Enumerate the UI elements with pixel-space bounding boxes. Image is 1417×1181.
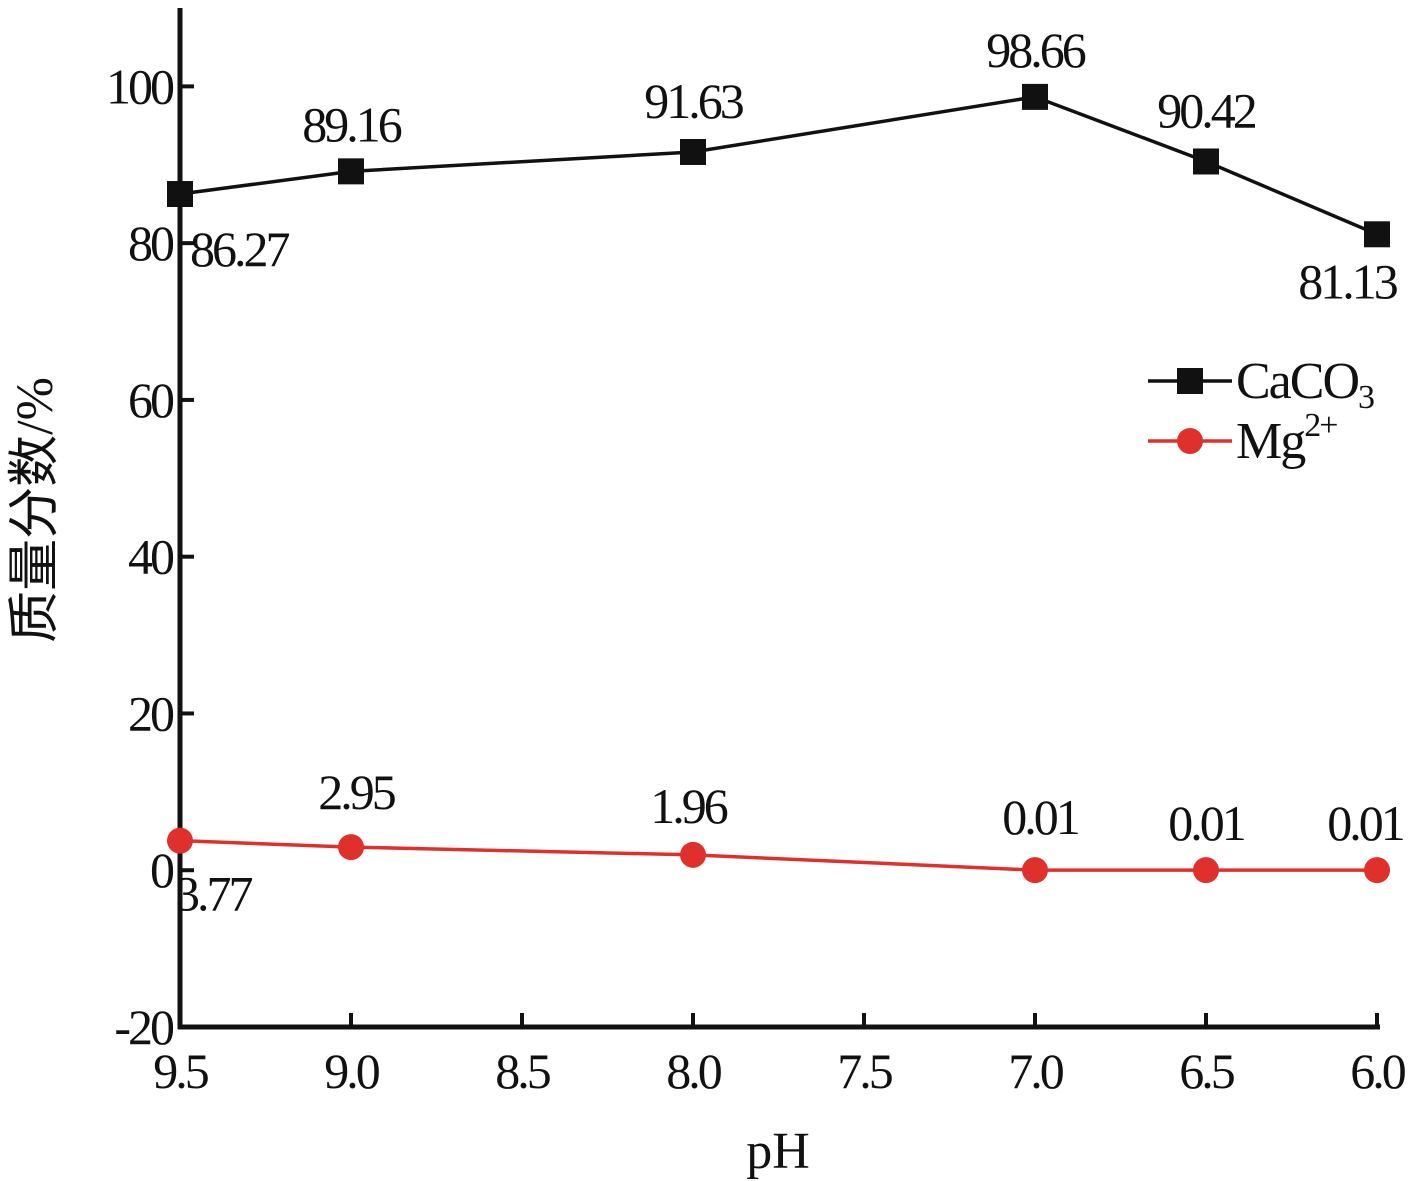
data-label: 81.13: [1298, 253, 1398, 309]
legend-label-subscript: 3: [1358, 379, 1374, 416]
x-tick-label: 8.5: [495, 1043, 551, 1099]
x-tick-label: 6.0: [1350, 1043, 1406, 1099]
data-label: 0.01: [1327, 795, 1403, 851]
data-labels: 86.27 89.16 91.63 98.66 90.42 81.13 3.77 2.95 1.…: [175, 22, 1406, 922]
data-point: [167, 827, 193, 854]
data-point: [1364, 857, 1390, 884]
legend-item: CaCO3: [1148, 353, 1376, 416]
legend-label-superscript: 2+: [1304, 407, 1337, 444]
axes: -20 0 20 40 60 80 100 9.5 9.0 8.5 8.0 7.5 7.0 6.5 6.0: [106, 8, 1409, 1099]
data-point: [338, 158, 364, 185]
data-label: 0.01: [1002, 789, 1078, 845]
y-tick-label: 60: [128, 372, 174, 428]
data-point: [1364, 221, 1390, 248]
data-label: 90.42: [1157, 82, 1256, 138]
x-tick-label: 8.0: [666, 1043, 722, 1099]
y-tick-label: 100: [106, 58, 174, 114]
y-tick-label: 40: [128, 529, 174, 585]
data-point: [680, 138, 706, 165]
data-label: 2.95: [318, 764, 396, 820]
data-label: 89.16: [302, 96, 402, 152]
legend-marker: [1177, 428, 1203, 454]
y-tick-label: 0: [150, 842, 174, 898]
data-point: [1022, 83, 1048, 110]
data-point: [680, 841, 706, 868]
series-line: [179, 838, 1377, 872]
series-layer: [167, 83, 1390, 884]
y-tick-label: -20: [114, 999, 174, 1055]
x-tick-label: 7.5: [837, 1043, 893, 1099]
x-tick-label: 9.5: [153, 1043, 209, 1099]
x-tick-label: 6.5: [1179, 1043, 1235, 1099]
data-label: 98.66: [986, 22, 1086, 78]
series-0: [167, 83, 1390, 248]
y-tick-label: 80: [128, 215, 174, 271]
legend-item: Mg2+: [1148, 407, 1339, 470]
data-label: 0.01: [1168, 795, 1244, 851]
y-tick-label: 20: [128, 685, 174, 741]
data-point: [1193, 148, 1219, 175]
legend-label-base: Mg: [1236, 413, 1306, 470]
legend-label: Mg2+: [1236, 407, 1337, 470]
data-point: [167, 181, 193, 208]
data-point: [1022, 857, 1048, 884]
data-point: [1193, 857, 1219, 884]
data-label: 1.96: [650, 778, 728, 834]
legend-label-base: CaCO: [1236, 353, 1358, 410]
data-label: 86.27: [190, 221, 290, 277]
legend-marker: [1177, 368, 1203, 394]
y-axis-title: 质量分数/%: [7, 377, 64, 643]
data-point: [338, 834, 364, 861]
series-line: [179, 95, 1378, 236]
series-1: [167, 827, 1390, 884]
data-label: 3.77: [175, 866, 253, 922]
data-label: 91.63: [644, 73, 744, 129]
x-tick-label: 7.0: [1008, 1043, 1064, 1099]
x-axis-title: pH: [746, 1123, 810, 1180]
legend-label: CaCO3: [1236, 353, 1374, 416]
x-tick-label: 9.0: [324, 1043, 380, 1099]
